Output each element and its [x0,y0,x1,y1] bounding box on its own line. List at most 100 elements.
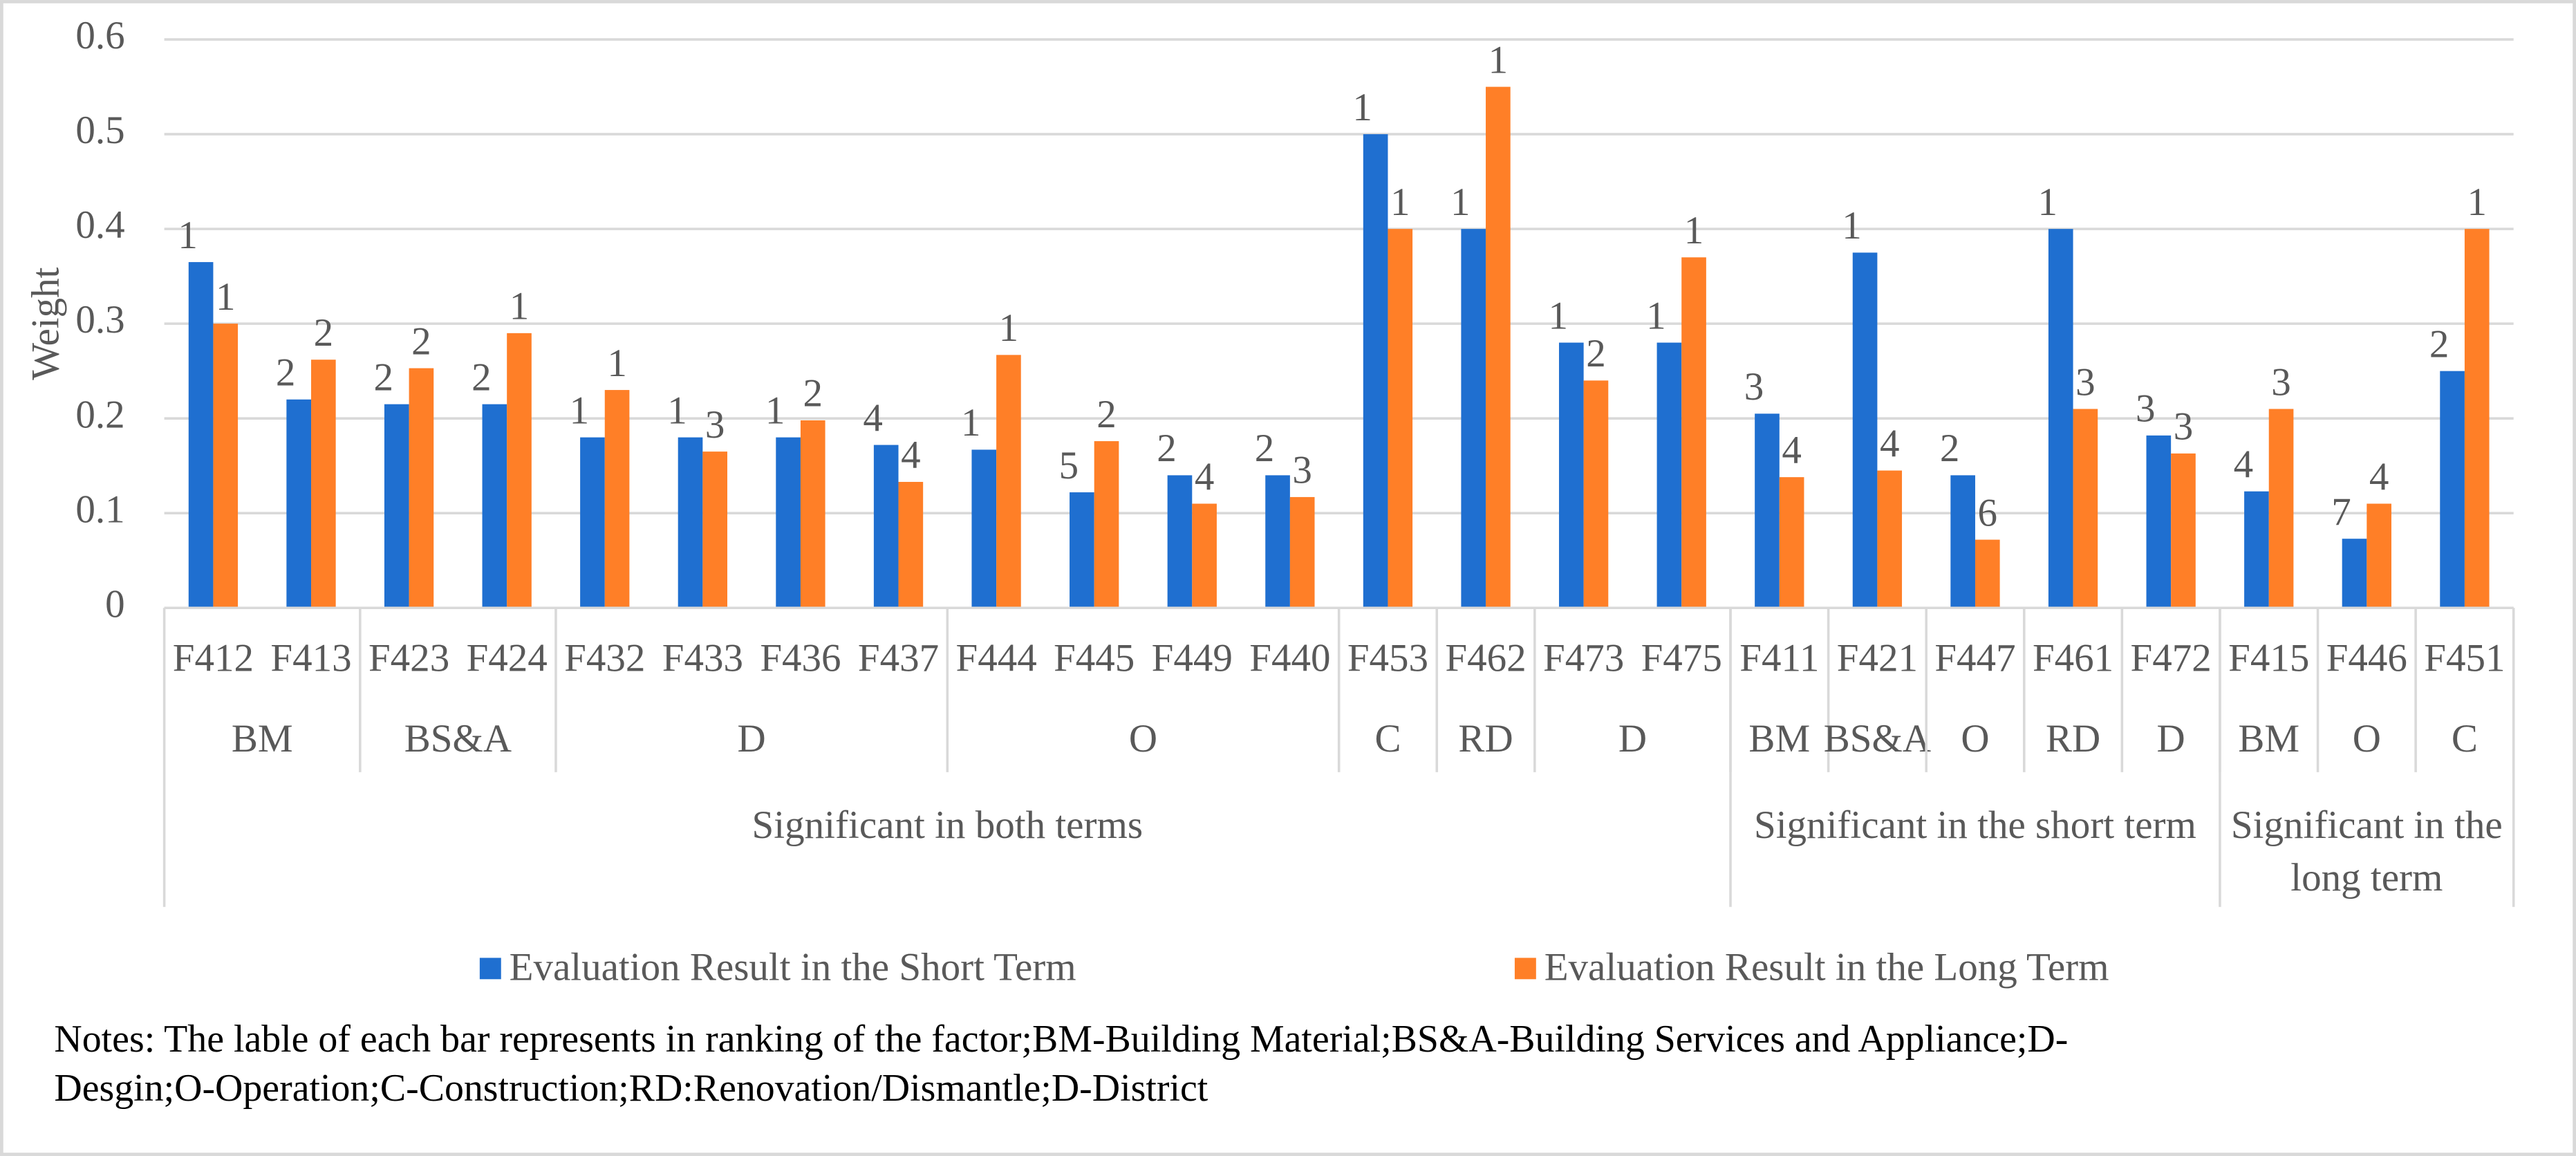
data-label: 4 [1880,422,1900,465]
x-tick-label: F446 [2326,637,2407,680]
data-label: 3 [2136,387,2156,431]
bar [409,368,434,608]
x-tick-label: F462 [1445,637,1526,680]
bar [2440,371,2465,608]
x-tick-label: F461 [2033,637,2113,680]
bar [1289,496,1315,608]
data-label: 1 [1352,86,1372,129]
super-group-label-text: Significant in both terms [752,805,1144,848]
legend-swatch [1514,958,1536,980]
bar [1877,470,1903,608]
data-label: 1 [1390,180,1410,224]
group-label: BS&A [1824,717,1931,761]
x-tick-label: F472 [2131,637,2212,680]
x-tick-label: F424 [467,637,548,680]
data-label: 4 [2369,455,2389,498]
x-tick-label: F437 [858,637,939,680]
data-label: 3 [2174,405,2194,449]
group-label: BM [2238,717,2299,761]
bar [604,390,630,608]
bar [1167,475,1193,608]
super-group-label-text: Significant in the short term [1753,805,2196,848]
data-label: 6 [1978,491,1998,534]
group-label: D [738,717,766,761]
x-tick-label: F440 [1249,637,1330,680]
super-group-label: Significant in the long term [2231,805,2503,900]
data-label: 2 [1940,427,1960,470]
data-label: 2 [2429,322,2449,366]
data-label: 1 [1684,209,1704,252]
bar [776,437,801,608]
bar [1094,441,1119,608]
data-label: 3 [1292,449,1312,492]
y-tick-label: 0 [105,582,125,626]
legend-label: Evaluation Result in the Short Term [510,945,1076,989]
data-label: 1 [1549,294,1569,337]
x-tick-label: F475 [1641,637,1722,680]
data-label: 1 [2037,180,2057,224]
data-label: 4 [901,434,921,477]
data-label: 2 [1157,427,1177,470]
bar [1558,342,1584,608]
x-tick-label: F447 [1934,637,2015,680]
data-label: 3 [2271,360,2291,404]
bar [1950,475,1975,608]
data-label: 3 [705,403,725,447]
x-tick-label: F436 [760,637,841,680]
group-label: O [2353,717,2381,761]
bar [2073,409,2098,608]
bar [482,404,507,608]
data-label: 1 [1450,180,1471,224]
group-label: RD [1458,717,1513,761]
data-label: 1 [765,389,785,432]
bar [873,445,899,608]
bar [1388,229,1413,608]
data-label: 1 [999,306,1019,350]
data-label: 1 [1842,204,1862,248]
data-label: 5 [1059,444,1079,487]
notes-text: Notes: The lable of each bar represents … [54,1018,2069,1111]
group-label: D [1618,717,1647,761]
bar [702,451,727,608]
group-label: BM [232,717,293,761]
bar [2171,453,2196,608]
y-tick-label: 0.4 [75,203,124,247]
data-label: 1 [510,285,530,328]
bar [2367,503,2391,608]
y-tick-label: 0.1 [75,487,124,531]
bar [2268,409,2294,608]
bar [580,437,605,608]
data-label: 2 [314,311,334,355]
bar [507,333,532,608]
data-label: 4 [1782,429,1802,472]
x-tick-label: F423 [368,637,449,680]
bar [2244,491,2269,608]
group-label: O [1961,717,1989,761]
group-label: RD [2046,717,2100,761]
bar [188,262,214,608]
data-label: 1 [1646,294,1666,337]
notes: Notes: The lable of each bar represents … [54,1018,2069,1111]
group-label: BS&A [404,717,512,761]
legend-swatch [479,958,501,980]
data-label: 2 [472,355,492,399]
data-label: 7 [2331,490,2351,534]
data-label: 4 [1195,455,1215,498]
bar [1070,492,1094,608]
bar [1852,252,1878,608]
bar [2342,539,2367,608]
data-label: 1 [2467,180,2487,224]
data-label: 4 [2234,443,2254,487]
data-label: 3 [1744,365,1764,409]
y-tick-label: 0.2 [75,393,124,436]
x-tick-label: F432 [564,637,645,680]
bar [1265,475,1290,608]
bar [971,449,997,608]
y-tick-label: 0.6 [75,14,124,57]
bar [213,324,239,608]
data-label: 2 [803,372,823,416]
y-tick-label: 0.5 [75,109,124,152]
bar [678,437,703,608]
x-tick-label: F451 [2424,637,2505,680]
data-label: 1 [178,214,198,257]
